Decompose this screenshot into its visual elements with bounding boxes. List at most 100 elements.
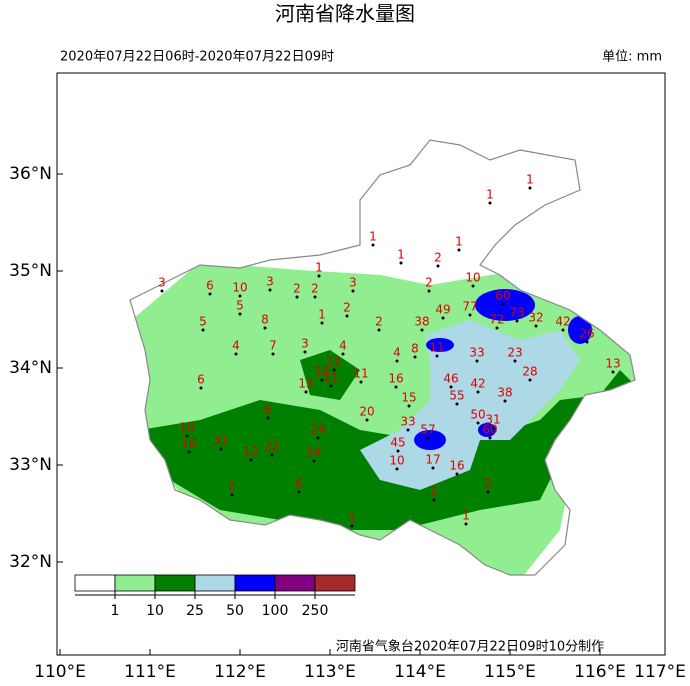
station-value: 2 bbox=[425, 276, 433, 290]
station-value: 26 bbox=[579, 327, 594, 341]
station-value: 2 bbox=[484, 477, 492, 491]
y-tick-label: 32°N bbox=[9, 552, 52, 572]
station-value: 2 bbox=[375, 315, 383, 329]
station-value: 28 bbox=[522, 365, 537, 379]
station-dot bbox=[320, 378, 324, 382]
station-value: 42 bbox=[470, 377, 485, 391]
station-dot bbox=[313, 295, 317, 299]
station-dot bbox=[365, 418, 369, 422]
unit: 单位: mm bbox=[602, 50, 662, 65]
station-value: 11 bbox=[353, 367, 368, 381]
station-value: 10 bbox=[465, 271, 480, 285]
legend-swatch bbox=[154, 574, 196, 592]
station-value: 31 bbox=[485, 413, 500, 427]
station-dot bbox=[395, 467, 399, 471]
station-dot bbox=[332, 368, 336, 372]
station-dot bbox=[413, 355, 417, 359]
station-dot bbox=[312, 459, 316, 463]
station-dot bbox=[271, 352, 275, 356]
station-dot bbox=[266, 416, 270, 420]
station-dot bbox=[476, 421, 480, 425]
x-tick-label: 111°E bbox=[124, 662, 176, 682]
station-value: 3 bbox=[349, 276, 357, 290]
legend-label: 50 bbox=[226, 603, 244, 619]
station-value: 15 bbox=[401, 391, 416, 405]
station-value: 57 bbox=[420, 423, 435, 437]
station-dot bbox=[377, 328, 381, 332]
station-value: 42 bbox=[555, 315, 570, 329]
province-border bbox=[129, 139, 636, 576]
station-dot bbox=[435, 354, 439, 358]
station-dot bbox=[488, 436, 492, 440]
station-value: 7 bbox=[269, 339, 277, 353]
legend-label: 1 bbox=[111, 603, 120, 619]
station-dot bbox=[464, 522, 468, 526]
station-dot bbox=[486, 490, 490, 494]
station-dot bbox=[476, 390, 480, 394]
station-dot bbox=[304, 390, 308, 394]
station-dot bbox=[341, 352, 345, 356]
station-value: 10 bbox=[314, 365, 329, 379]
station-value: 72 bbox=[489, 313, 504, 327]
station-value: 31 bbox=[213, 434, 228, 448]
station-value: 11 bbox=[323, 371, 338, 385]
station-dot bbox=[528, 378, 532, 382]
station-value: 5 bbox=[236, 299, 244, 313]
station-dot bbox=[297, 490, 301, 494]
station-value: 60 bbox=[482, 423, 497, 437]
station-dot bbox=[394, 385, 398, 389]
area-rainstorm bbox=[426, 338, 454, 352]
station-dot bbox=[488, 201, 492, 205]
station-dot bbox=[303, 350, 307, 354]
station-value: 10 bbox=[179, 421, 194, 435]
station-value: 17 bbox=[425, 453, 440, 467]
station-value: 12 bbox=[243, 445, 258, 459]
legend-label: 25 bbox=[186, 603, 204, 619]
station-dot bbox=[406, 428, 410, 432]
station-value: 5 bbox=[199, 315, 207, 329]
station-value: 55 bbox=[449, 389, 464, 403]
station-value: 4 bbox=[339, 339, 347, 353]
area-rainstorm bbox=[568, 316, 592, 344]
station-dot bbox=[431, 466, 435, 470]
station-dot bbox=[351, 289, 355, 293]
station-value: 16 bbox=[449, 459, 464, 473]
station-dot bbox=[534, 324, 538, 328]
station-dot bbox=[513, 359, 517, 363]
legend-swatch bbox=[194, 574, 236, 592]
area-rainstorm bbox=[475, 289, 535, 321]
station-value: 32 bbox=[528, 311, 543, 325]
station-dot bbox=[329, 384, 333, 388]
station-dot bbox=[345, 314, 349, 318]
station-value: 4 bbox=[393, 346, 401, 360]
x-tick-label: 114°E bbox=[394, 662, 446, 682]
station-value: 6 bbox=[295, 477, 303, 491]
station-dot bbox=[359, 380, 363, 384]
station-value: 8 bbox=[411, 342, 419, 356]
station-value: 6 bbox=[206, 279, 214, 293]
station-value: 20 bbox=[359, 405, 374, 419]
station-dot bbox=[426, 436, 430, 440]
station-value: 3 bbox=[301, 337, 309, 351]
station-dot bbox=[611, 370, 615, 374]
station-dot bbox=[317, 274, 321, 278]
station-dot bbox=[503, 399, 507, 403]
station-value: 10 bbox=[232, 281, 247, 295]
title: 河南省降水量图 bbox=[275, 2, 415, 26]
station-dot bbox=[495, 326, 499, 330]
station-value: 6 bbox=[197, 373, 205, 387]
station-dot bbox=[399, 261, 403, 265]
y-tick-label: 33°N bbox=[9, 455, 52, 475]
station-value: 2 bbox=[430, 485, 438, 499]
x-tick-label: 117°E bbox=[634, 662, 686, 682]
legend-swatch bbox=[314, 574, 356, 592]
station-dot bbox=[457, 248, 461, 252]
station-value: 24 bbox=[310, 423, 325, 437]
station-value: 1 bbox=[315, 261, 323, 275]
station-dot bbox=[420, 328, 424, 332]
area-moderate bbox=[300, 350, 360, 400]
station-value: 3 bbox=[158, 276, 166, 290]
station-value: 11 bbox=[326, 355, 341, 369]
